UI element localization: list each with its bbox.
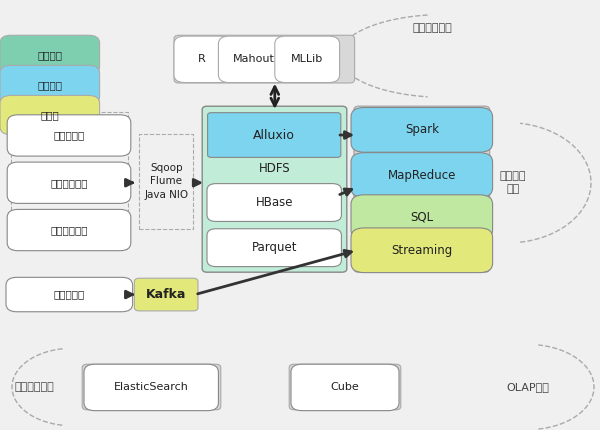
FancyBboxPatch shape — [7, 162, 131, 203]
FancyBboxPatch shape — [0, 35, 100, 74]
Text: SQL: SQL — [410, 211, 433, 224]
FancyBboxPatch shape — [6, 277, 133, 312]
FancyBboxPatch shape — [174, 35, 355, 83]
Text: 内存模型: 内存模型 — [37, 80, 62, 90]
FancyBboxPatch shape — [7, 209, 131, 251]
FancyBboxPatch shape — [351, 195, 493, 240]
Text: ElasticSearch: ElasticSearch — [114, 382, 188, 393]
FancyBboxPatch shape — [174, 36, 230, 83]
FancyBboxPatch shape — [275, 36, 340, 83]
FancyBboxPatch shape — [351, 153, 493, 197]
Text: Alluxio: Alluxio — [253, 129, 295, 141]
Text: Streaming: Streaming — [391, 244, 452, 257]
Text: Cube: Cube — [331, 382, 359, 393]
FancyBboxPatch shape — [202, 106, 347, 272]
Text: 非结构化数据: 非结构化数据 — [50, 225, 88, 235]
Text: Sqoop
Flume
Java NIO: Sqoop Flume Java NIO — [144, 163, 188, 200]
FancyBboxPatch shape — [208, 113, 341, 157]
Text: MLLib: MLLib — [291, 54, 323, 64]
FancyBboxPatch shape — [82, 364, 221, 410]
Text: HDFS: HDFS — [259, 162, 290, 175]
Text: 离线模型: 离线模型 — [37, 50, 62, 60]
FancyBboxPatch shape — [351, 108, 493, 152]
Bar — [11, 282, 128, 307]
Text: 结构化数据: 结构化数据 — [53, 130, 85, 141]
Text: R: R — [199, 54, 206, 64]
Text: HBase: HBase — [256, 196, 293, 209]
FancyBboxPatch shape — [354, 106, 490, 272]
FancyBboxPatch shape — [289, 364, 401, 410]
FancyBboxPatch shape — [0, 65, 100, 104]
FancyBboxPatch shape — [7, 115, 131, 156]
Bar — [11, 112, 128, 249]
FancyBboxPatch shape — [207, 229, 341, 267]
Text: MapReduce: MapReduce — [388, 169, 456, 181]
Text: 半结构化数据: 半结构化数据 — [50, 178, 88, 188]
FancyBboxPatch shape — [84, 364, 218, 411]
FancyBboxPatch shape — [207, 184, 341, 221]
Bar — [139, 134, 193, 229]
Text: 流模型: 流模型 — [40, 110, 59, 120]
Text: Mahout: Mahout — [233, 54, 275, 64]
FancyBboxPatch shape — [218, 36, 289, 83]
Text: 查询检索场景: 查询检索场景 — [15, 382, 55, 392]
Text: Parquet: Parquet — [251, 241, 297, 254]
FancyBboxPatch shape — [134, 278, 198, 311]
FancyBboxPatch shape — [0, 95, 100, 135]
FancyBboxPatch shape — [351, 228, 493, 273]
FancyBboxPatch shape — [291, 364, 399, 411]
Text: OLAP场景: OLAP场景 — [506, 382, 550, 392]
Text: 深度分析场景: 深度分析场景 — [412, 23, 452, 33]
Text: Kafka: Kafka — [146, 288, 187, 301]
Text: 统计分析
场景: 统计分析 场景 — [500, 171, 526, 194]
Text: 实时流数据: 实时流数据 — [53, 289, 85, 300]
Text: Spark: Spark — [405, 123, 439, 136]
